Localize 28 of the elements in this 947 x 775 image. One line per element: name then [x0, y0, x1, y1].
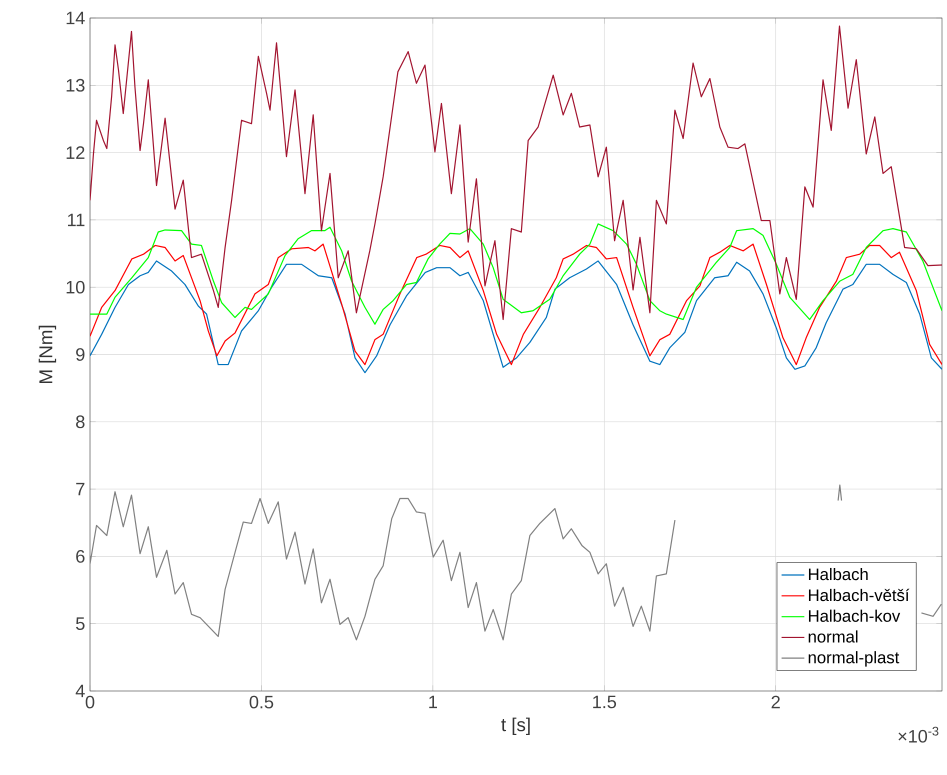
line-series: [90, 223, 942, 325]
y-tick-label: 14: [66, 12, 85, 24]
legend-label: Halbach-větší: [808, 588, 910, 602]
x-tick-label: 1: [429, 696, 437, 708]
text: ×10$^{-3}$: [898, 726, 938, 743]
legend-label: normal: [808, 630, 858, 643]
y-tick-label: 9: [76, 348, 84, 361]
legend-label: Halbach: [808, 568, 868, 580]
y-axis-title: M [Nm]: [38, 326, 56, 384]
y-tick-label: 12: [66, 146, 84, 159]
line-series: [90, 25, 942, 320]
y-tick-label: 8: [76, 415, 85, 428]
y-tick-label: 6: [76, 550, 85, 563]
y-tick-label: 4: [76, 684, 85, 698]
y-tick-label: 7: [76, 482, 84, 496]
y-tick-label: 10: [66, 280, 85, 294]
line-series: [90, 244, 942, 366]
x-tick-label: 0: [86, 696, 94, 708]
x-tick-label: 0.5: [250, 696, 274, 708]
x-tick-label: 2: [772, 696, 780, 708]
y-tick-label: 5: [76, 617, 85, 630]
y-tick-label: 13: [66, 78, 85, 92]
line-series: [90, 260, 942, 374]
y-tick-label: 11: [68, 214, 84, 226]
x-axis-title: t [s]: [501, 718, 530, 735]
x-tick-label: 1.5: [593, 696, 616, 708]
legend-label: Halbach-kov: [808, 610, 900, 622]
legend-label: normal-plast: [808, 651, 900, 667]
